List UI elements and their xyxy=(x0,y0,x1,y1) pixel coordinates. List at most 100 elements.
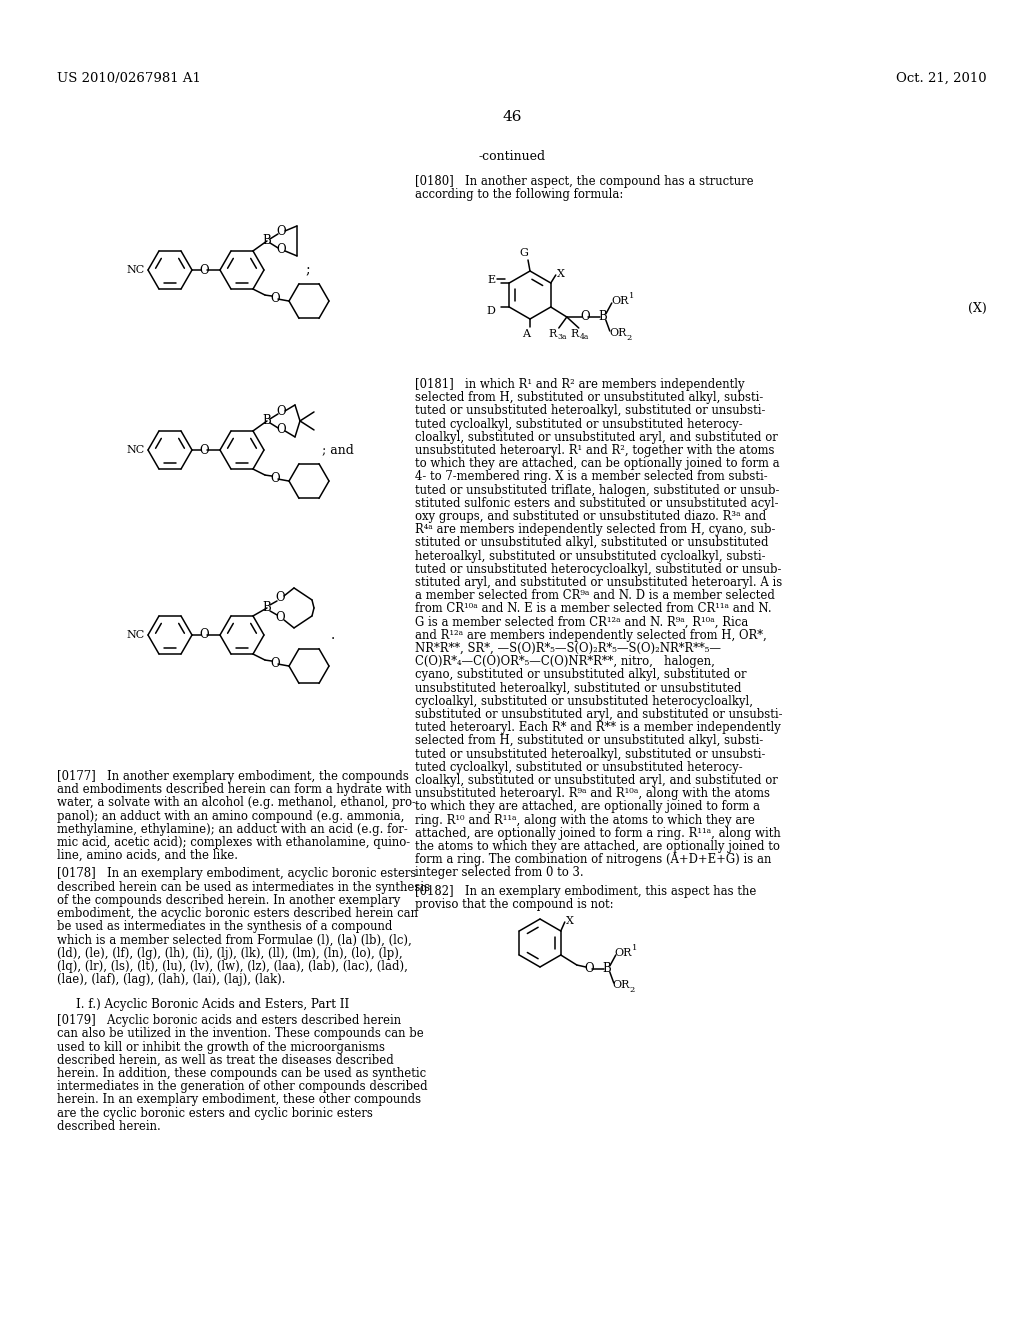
Text: cyano, substituted or unsubstituted alkyl, substituted or: cyano, substituted or unsubstituted alky… xyxy=(415,668,746,681)
Text: 4- to 7-membered ring. X is a member selected from substi-: 4- to 7-membered ring. X is a member sel… xyxy=(415,470,768,483)
Text: O: O xyxy=(276,424,286,437)
Text: are the cyclic boronic esters and cyclic borinic esters: are the cyclic boronic esters and cyclic… xyxy=(57,1106,373,1119)
Text: O: O xyxy=(275,611,285,624)
Text: from CR¹⁰ᵃ and N. E is a member selected from CR¹¹ᵃ and N.: from CR¹⁰ᵃ and N. E is a member selected… xyxy=(415,602,772,615)
Text: X: X xyxy=(557,269,564,279)
Text: tuted heteroaryl. Each R* and R** is a member independently: tuted heteroaryl. Each R* and R** is a m… xyxy=(415,721,781,734)
Text: tuted cycloalkyl, substituted or unsubstituted heterocy-: tuted cycloalkyl, substituted or unsubst… xyxy=(415,417,742,430)
Text: described herein can be used as intermediates in the synthesis: described herein can be used as intermed… xyxy=(57,880,430,894)
Text: tuted cycloalkyl, substituted or unsubstituted heterocy-: tuted cycloalkyl, substituted or unsubst… xyxy=(415,760,742,774)
Text: [0181]   in which R¹ and R² are members independently: [0181] in which R¹ and R² are members in… xyxy=(415,378,744,391)
Text: mic acid, acetic acid); complexes with ethanolamine, quino-: mic acid, acetic acid); complexes with e… xyxy=(57,836,411,849)
Text: -continued: -continued xyxy=(478,150,546,162)
Text: form a ring. The combination of nitrogens (A+D+E+G) is an: form a ring. The combination of nitrogen… xyxy=(415,853,771,866)
Text: of the compounds described herein. In another exemplary: of the compounds described herein. In an… xyxy=(57,894,400,907)
Text: O: O xyxy=(276,243,286,256)
Text: used to kill or inhibit the growth of the microorganisms: used to kill or inhibit the growth of th… xyxy=(57,1040,385,1053)
Text: ;: ; xyxy=(305,263,309,277)
Text: 2: 2 xyxy=(627,334,632,342)
Text: tuted or unsubstituted heteroalkyl, substituted or unsubsti-: tuted or unsubstituted heteroalkyl, subs… xyxy=(415,404,765,417)
Text: OR: OR xyxy=(611,296,629,306)
Text: G is a member selected from CR¹²ᵃ and N. R⁹ᵃ, R¹⁰ᵃ, Rica: G is a member selected from CR¹²ᵃ and N.… xyxy=(415,615,749,628)
Text: methylamine, ethylamine); an adduct with an acid (e.g. for-: methylamine, ethylamine); an adduct with… xyxy=(57,822,408,836)
Text: herein. In addition, these compounds can be used as synthetic: herein. In addition, these compounds can… xyxy=(57,1067,426,1080)
Text: can also be utilized in the invention. These compounds can be: can also be utilized in the invention. T… xyxy=(57,1027,424,1040)
Text: ring. R¹⁰ and R¹¹ᵃ, along with the atoms to which they are: ring. R¹⁰ and R¹¹ᵃ, along with the atoms… xyxy=(415,813,755,826)
Text: tuted or unsubstituted triflate, halogen, substituted or unsub-: tuted or unsubstituted triflate, halogen… xyxy=(415,483,779,496)
Text: OR: OR xyxy=(609,327,627,338)
Text: O: O xyxy=(276,226,286,239)
Text: 3a: 3a xyxy=(558,333,567,341)
Text: Oct. 21, 2010: Oct. 21, 2010 xyxy=(896,73,987,84)
Text: US 2010/0267981 A1: US 2010/0267981 A1 xyxy=(57,73,201,84)
Text: [0178]   In an exemplary embodiment, acyclic boronic esters: [0178] In an exemplary embodiment, acycl… xyxy=(57,867,417,880)
Text: selected from H, substituted or unsubstituted alkyl, substi-: selected from H, substituted or unsubsti… xyxy=(415,391,763,404)
Text: tuted or unsubstituted heteroalkyl, substituted or unsubsti-: tuted or unsubstituted heteroalkyl, subs… xyxy=(415,747,765,760)
Text: O: O xyxy=(270,292,280,305)
Text: [0177]   In another exemplary embodiment, the compounds: [0177] In another exemplary embodiment, … xyxy=(57,770,409,783)
Text: described herein, as well as treat the diseases described: described herein, as well as treat the d… xyxy=(57,1053,394,1067)
Text: [0179]   Acyclic boronic acids and esters described herein: [0179] Acyclic boronic acids and esters … xyxy=(57,1014,401,1027)
Text: B: B xyxy=(602,962,611,975)
Text: I. f.) Acyclic Boronic Acids and Esters, Part II: I. f.) Acyclic Boronic Acids and Esters,… xyxy=(77,998,349,1011)
Text: B: B xyxy=(262,235,271,247)
Text: O: O xyxy=(200,264,209,276)
Text: according to the following formula:: according to the following formula: xyxy=(415,189,624,201)
Text: OR: OR xyxy=(614,948,632,958)
Text: water, a solvate with an alcohol (e.g. methanol, ethanol, pro-: water, a solvate with an alcohol (e.g. m… xyxy=(57,796,416,809)
Text: 46: 46 xyxy=(502,110,522,124)
Text: described herein.: described herein. xyxy=(57,1119,161,1133)
Text: B: B xyxy=(262,414,271,428)
Text: unsubstituted heteroaryl. R¹ and R², together with the atoms: unsubstituted heteroaryl. R¹ and R², tog… xyxy=(415,444,774,457)
Text: NC: NC xyxy=(127,445,145,455)
Text: OR: OR xyxy=(612,979,630,990)
Text: intermediates in the generation of other compounds described: intermediates in the generation of other… xyxy=(57,1080,428,1093)
Text: heteroalkyl, substituted or unsubstituted cycloalkyl, substi-: heteroalkyl, substituted or unsubstitute… xyxy=(415,549,766,562)
Text: R⁴ᵃ are members independently selected from H, cyano, sub-: R⁴ᵃ are members independently selected f… xyxy=(415,523,775,536)
Text: O: O xyxy=(200,444,209,457)
Text: [0182]   In an exemplary embodiment, this aspect has the: [0182] In an exemplary embodiment, this … xyxy=(415,884,757,898)
Text: (lae), (laf), (lag), (lah), (lai), (laj), (lak).: (lae), (laf), (lag), (lah), (lai), (laj)… xyxy=(57,973,286,986)
Text: and embodiments described herein can form a hydrate with: and embodiments described herein can for… xyxy=(57,783,412,796)
Text: and R¹²ᵃ are members independently selected from H, OR*,: and R¹²ᵃ are members independently selec… xyxy=(415,628,767,642)
Text: R: R xyxy=(549,329,557,339)
Text: which is a member selected from Formulae (l), (la) (lb), (lc),: which is a member selected from Formulae… xyxy=(57,933,412,946)
Text: O: O xyxy=(270,656,280,669)
Text: [0180]   In another aspect, the compound has a structure: [0180] In another aspect, the compound h… xyxy=(415,176,754,187)
Text: X: X xyxy=(566,916,573,927)
Text: line, amino acids, and the like.: line, amino acids, and the like. xyxy=(57,849,238,862)
Text: NC: NC xyxy=(127,265,145,275)
Text: .: . xyxy=(331,628,335,642)
Text: stituted aryl, and substituted or unsubstituted heteroaryl. A is: stituted aryl, and substituted or unsubs… xyxy=(415,576,782,589)
Text: cloalkyl, substituted or unsubstituted aryl, and substituted or: cloalkyl, substituted or unsubstituted a… xyxy=(415,774,778,787)
Text: B: B xyxy=(598,310,607,323)
Text: G: G xyxy=(519,248,528,257)
Text: integer selected from 0 to 3.: integer selected from 0 to 3. xyxy=(415,866,584,879)
Text: O: O xyxy=(580,310,590,323)
Text: stituted sulfonic esters and substituted or unsubstituted acyl-: stituted sulfonic esters and substituted… xyxy=(415,496,778,510)
Text: 1: 1 xyxy=(629,292,634,300)
Text: E: E xyxy=(487,275,496,285)
Text: cycloalkyl, substituted or unsubstituted heterocycloalkyl,: cycloalkyl, substituted or unsubstituted… xyxy=(415,694,753,708)
Text: substituted or unsubstituted aryl, and substituted or unsubsti-: substituted or unsubstituted aryl, and s… xyxy=(415,708,782,721)
Text: 4a: 4a xyxy=(580,333,589,341)
Text: proviso that the compound is not:: proviso that the compound is not: xyxy=(415,898,613,911)
Text: be used as intermediates in the synthesis of a compound: be used as intermediates in the synthesi… xyxy=(57,920,392,933)
Text: attached, are optionally joined to form a ring. R¹¹ᵃ, along with: attached, are optionally joined to form … xyxy=(415,826,780,840)
Text: 1: 1 xyxy=(632,944,637,952)
Text: O: O xyxy=(584,962,594,975)
Text: panol); an adduct with an amino compound (e.g. ammonia,: panol); an adduct with an amino compound… xyxy=(57,809,404,822)
Text: B: B xyxy=(262,602,271,614)
Text: (ld), (le), (lf), (lg), (lh), (li), (lj), (lk), (ll), (lm), (ln), (lo), (lp),: (ld), (le), (lf), (lg), (lh), (li), (lj)… xyxy=(57,946,402,960)
Text: O: O xyxy=(270,471,280,484)
Text: O: O xyxy=(275,591,285,605)
Text: NR*R**, SR*, —S(O)R*₅—S(O)₂R*₅—S(O)₂NR*R**₅—: NR*R**, SR*, —S(O)R*₅—S(O)₂R*₅—S(O)₂NR*R… xyxy=(415,642,721,655)
Text: embodiment, the acyclic boronic esters described herein can: embodiment, the acyclic boronic esters d… xyxy=(57,907,418,920)
Text: O: O xyxy=(276,405,286,418)
Text: ; and: ; and xyxy=(322,444,354,457)
Text: unsubstituted heteroalkyl, substituted or unsubstituted: unsubstituted heteroalkyl, substituted o… xyxy=(415,681,741,694)
Text: O: O xyxy=(200,628,209,642)
Text: oxy groups, and substituted or unsubstituted diazo. R³ᵃ and: oxy groups, and substituted or unsubstit… xyxy=(415,510,766,523)
Text: tuted or unsubstituted heterocycloalkyl, substituted or unsub-: tuted or unsubstituted heterocycloalkyl,… xyxy=(415,562,781,576)
Text: a member selected from CR⁹ᵃ and N. D is a member selected: a member selected from CR⁹ᵃ and N. D is … xyxy=(415,589,775,602)
